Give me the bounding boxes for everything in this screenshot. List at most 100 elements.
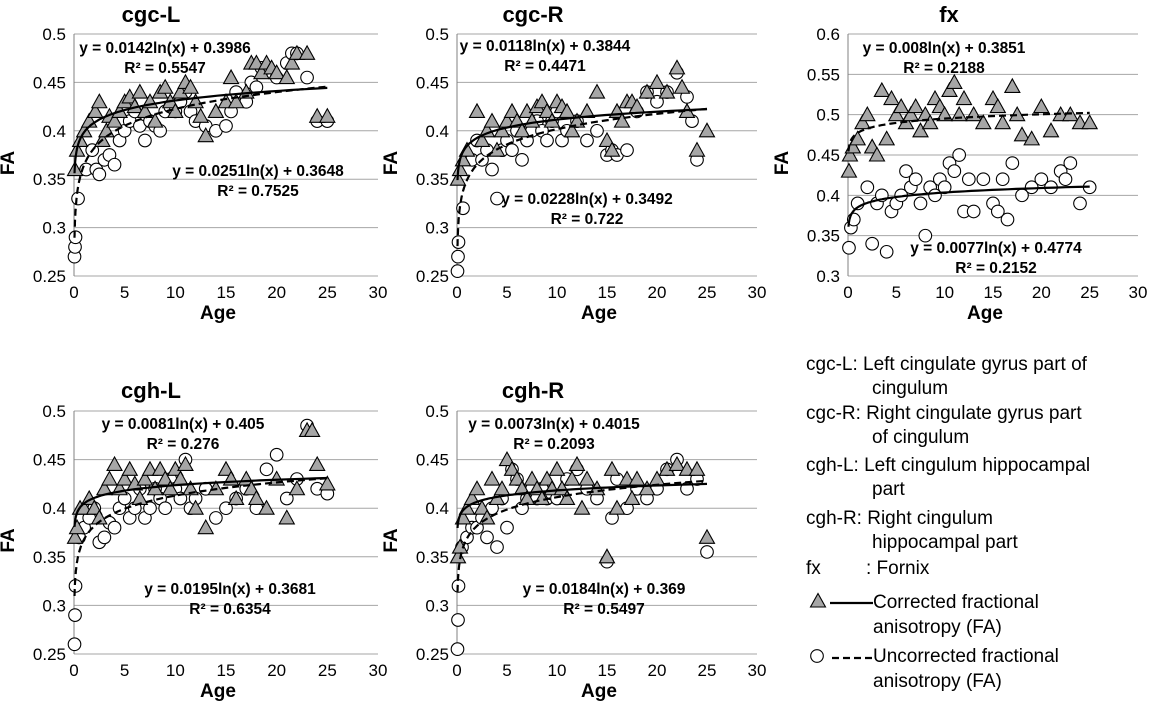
- uncorrected-point: [279, 491, 294, 506]
- y-tick-label: 0.4: [425, 499, 449, 518]
- corrected-point: [161, 480, 179, 496]
- chart-title: cgc-R: [502, 2, 563, 27]
- chart-fx: 0.3 0.35 0.4 0.45 0.5 0.55 0.6 0 5 10 15 20 25 30 Age F…: [772, 2, 1147, 324]
- corrected-point: [90, 509, 108, 525]
- x-tick-label: 10: [548, 283, 567, 302]
- corrected-point: [688, 141, 706, 157]
- corrected-point: [1032, 97, 1050, 114]
- corrected-point: [258, 499, 275, 515]
- fit-r-squared: R² = 0.5497: [563, 601, 644, 618]
- y-tick-label: 0.45: [33, 451, 66, 470]
- corrected-point: [673, 78, 691, 94]
- x-axis-label: Age: [581, 303, 617, 324]
- legend-def-cont-3: hippocampal part: [872, 532, 1018, 553]
- corrected-point: [1081, 114, 1099, 130]
- corrected-point: [873, 81, 891, 98]
- corrected-trendline: [847, 185, 1090, 227]
- corrected-point: [318, 475, 336, 491]
- corrected-point: [878, 130, 896, 146]
- corrected-point: [192, 107, 210, 123]
- y-axis-label: FA: [772, 151, 793, 176]
- legend-def-3: cgh-R: Right cingulum: [806, 508, 993, 529]
- uncorrected-trendline: [847, 111, 1090, 152]
- x-tick-label: 25: [698, 661, 717, 680]
- corrected-point: [849, 130, 867, 146]
- x-tick-label: 10: [548, 661, 567, 680]
- y-tick-label: 0.25: [416, 267, 449, 286]
- uncorrected-point: [580, 133, 594, 148]
- corrected-point: [508, 470, 526, 486]
- x-tick-label: 15: [984, 283, 1003, 302]
- corrected-point: [106, 455, 123, 472]
- x-tick-label: 15: [217, 283, 236, 302]
- uncorrected-point: [842, 240, 856, 255]
- uncorrected-point: [515, 152, 529, 167]
- fit-r-squared: R² = 0.2188: [903, 60, 985, 77]
- corrected-point: [578, 470, 596, 486]
- y-axis-label: FA: [0, 151, 19, 176]
- uncorrected-point: [138, 133, 152, 148]
- y-tick-label: 0.4: [42, 499, 66, 518]
- chart-cgh-R: 0.25 0.3 0.35 0.4 0.45 0.5 0 5 10 15 20 25 30 Age FA cg…: [381, 378, 766, 702]
- corrected-point: [840, 162, 858, 178]
- chart-title: cgh-L: [121, 378, 181, 403]
- x-tick-label: 30: [1129, 283, 1148, 302]
- fit-r-squared: R² = 0.276: [147, 436, 220, 453]
- legend-def-cont-1: of cingulum: [872, 427, 970, 448]
- y-tick-label: 0.35: [416, 548, 449, 567]
- legend-def-fx-text: : Fornix: [866, 558, 930, 579]
- fit-r-squared: R² = 0.722: [551, 211, 624, 228]
- corrected-point: [182, 78, 199, 94]
- corrected-point: [106, 112, 123, 128]
- corrected-point: [242, 480, 260, 496]
- y-tick-label: 0.35: [33, 170, 66, 189]
- uncorrected-point: [908, 172, 923, 187]
- fit-r-squared: R² = 0.5547: [124, 60, 205, 77]
- y-tick-label: 0.3: [42, 596, 66, 615]
- corrected-point: [187, 499, 205, 515]
- uncorrected-point: [540, 133, 554, 148]
- corrected-point: [247, 489, 265, 506]
- corrected-point: [603, 141, 621, 157]
- fit-equation: y = 0.0184ln(x) + 0.369: [523, 581, 686, 598]
- corrected-point: [912, 122, 929, 138]
- chart-title: cgc-L: [122, 2, 181, 27]
- x-tick-label: 5: [892, 283, 901, 302]
- x-tick-label: 25: [1080, 283, 1099, 302]
- x-axis-label: Age: [200, 303, 236, 324]
- corrected-point: [598, 548, 616, 564]
- uncorrected-point: [107, 157, 122, 172]
- corrected-point: [573, 499, 591, 515]
- corrected-point: [1042, 122, 1060, 138]
- y-tick-label: 0.25: [416, 645, 449, 664]
- corrected-point: [638, 480, 656, 496]
- corrected-point: [533, 93, 551, 109]
- uncorrected-point: [913, 196, 928, 211]
- corrected-point: [217, 460, 235, 476]
- uncorrected-point: [450, 264, 465, 279]
- corrected-point: [86, 102, 104, 118]
- corrected-point: [902, 106, 920, 122]
- corrected-point: [563, 470, 581, 486]
- legend-uncorrected-marker: [810, 649, 824, 663]
- uncorrected-point: [952, 148, 967, 162]
- uncorrected-point: [490, 191, 504, 206]
- fit-r-squared: R² = 0.2093: [513, 436, 595, 453]
- uncorrected-point: [259, 462, 274, 477]
- uncorrected-point: [966, 204, 981, 219]
- corrected-point: [965, 106, 983, 122]
- corrected-point: [197, 127, 215, 143]
- x-axis-label: Age: [581, 681, 617, 702]
- uncorrected-point: [485, 162, 499, 177]
- fit-equation: y = 0.0228ln(x) + 0.3492: [501, 191, 672, 208]
- x-tick-label: 0: [452, 283, 461, 302]
- corrected-point: [1023, 130, 1041, 146]
- corrected-point: [68, 519, 86, 535]
- corrected-point: [473, 131, 491, 148]
- corrected-point: [75, 122, 93, 138]
- corrected-point: [858, 106, 876, 122]
- y-tick-label: 0.35: [33, 548, 66, 567]
- y-tick-label: 0.4: [425, 122, 449, 141]
- x-tick-label: 25: [318, 661, 337, 680]
- corrected-point: [237, 83, 255, 99]
